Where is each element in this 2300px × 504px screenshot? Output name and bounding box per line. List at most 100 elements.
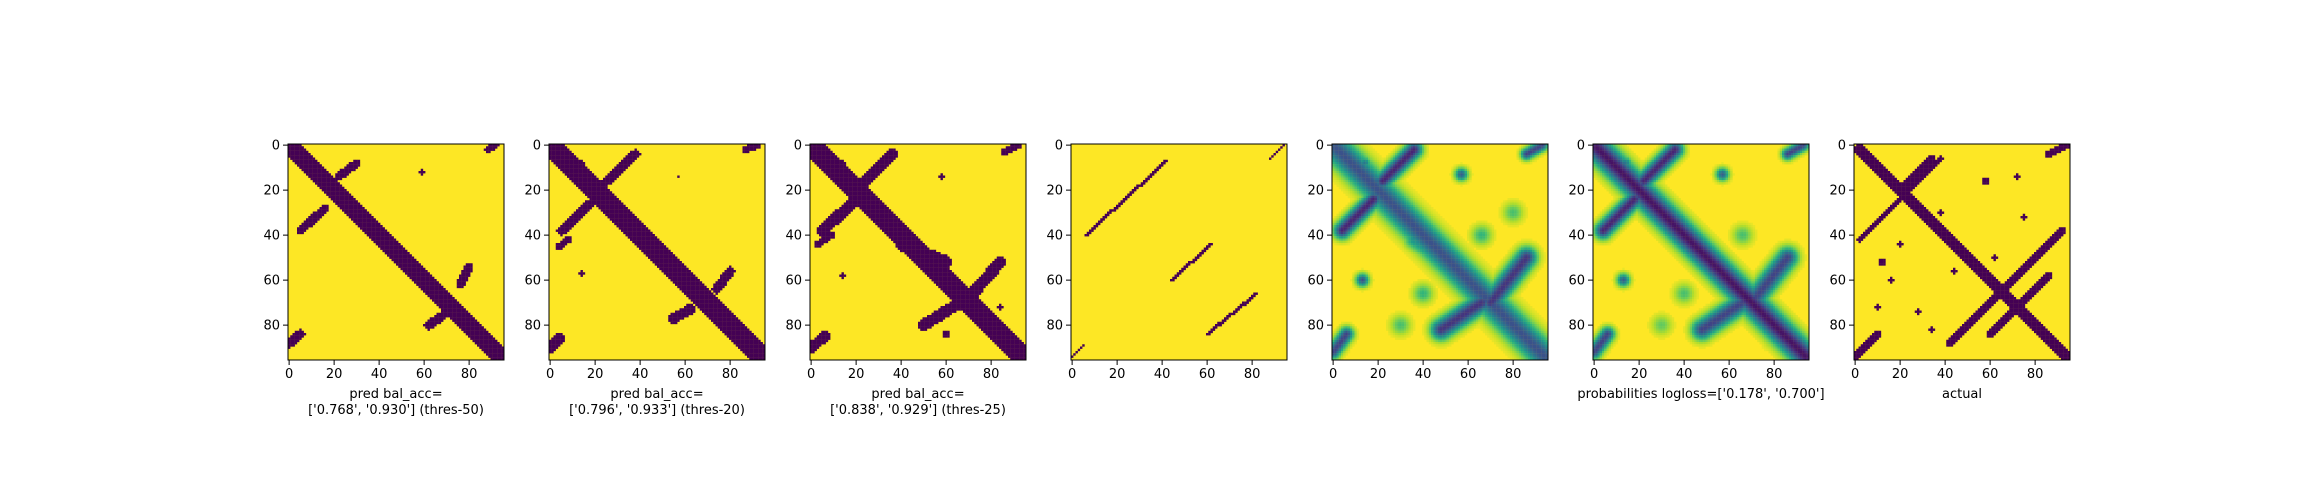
heatmap-cell bbox=[875, 176, 877, 178]
heatmap-cell bbox=[873, 205, 875, 207]
heatmap-cell bbox=[929, 275, 931, 277]
heatmap-cell bbox=[475, 340, 477, 342]
heatmap-cell bbox=[873, 216, 875, 218]
heatmap-cell bbox=[830, 158, 832, 160]
heatmap-cell bbox=[718, 320, 720, 322]
heatmap-cell bbox=[970, 299, 972, 301]
heatmap-cell bbox=[632, 151, 634, 153]
heatmap-cell bbox=[1161, 164, 1163, 166]
heatmap-cell bbox=[324, 207, 326, 209]
heatmap-cell bbox=[745, 342, 747, 344]
heatmap-cell bbox=[1008, 146, 1010, 148]
heatmap-cell bbox=[668, 268, 670, 270]
heatmap-cell bbox=[610, 180, 612, 182]
heatmap-cell bbox=[558, 149, 560, 151]
heatmap-cell bbox=[324, 191, 326, 193]
heatmap-cell bbox=[970, 308, 972, 310]
heatmap-cell bbox=[662, 263, 664, 265]
heatmap-cell bbox=[434, 317, 436, 319]
heatmap-cell bbox=[439, 320, 441, 322]
heatmap-cell bbox=[833, 214, 835, 216]
heatmap-cell bbox=[846, 180, 848, 182]
heatmap-cell bbox=[920, 248, 922, 250]
heatmap-cell bbox=[293, 153, 295, 155]
heatmap-cell bbox=[621, 216, 623, 218]
heatmap-cell bbox=[396, 245, 398, 247]
heatmap-cell bbox=[727, 275, 729, 277]
heatmap-cell bbox=[500, 344, 502, 346]
heatmap-cell bbox=[554, 338, 556, 340]
heatmap-cell bbox=[623, 232, 625, 234]
heatmap-cell bbox=[848, 185, 850, 187]
heatmap-cell bbox=[315, 160, 317, 162]
heatmap-cell bbox=[464, 266, 466, 268]
heatmap-cell bbox=[630, 216, 632, 218]
heatmap-cell bbox=[704, 286, 706, 288]
heatmap-cell bbox=[698, 281, 700, 283]
heatmap-cell bbox=[1226, 315, 1228, 317]
heatmap-cell bbox=[981, 275, 983, 277]
heatmap-cell bbox=[857, 185, 859, 187]
heatmap-cell bbox=[437, 320, 439, 322]
heatmap-cell bbox=[407, 268, 409, 270]
heatmap-cell bbox=[738, 342, 740, 344]
heatmap-cell bbox=[999, 322, 1001, 324]
heatmap-cell bbox=[338, 171, 340, 173]
heatmap-cell bbox=[686, 286, 688, 288]
heatmap-cell bbox=[995, 320, 997, 322]
heatmap-cell bbox=[911, 259, 913, 261]
heatmap-cell bbox=[923, 248, 925, 250]
heatmap-cell bbox=[851, 173, 853, 175]
y-tick-label: 60 bbox=[1046, 274, 1063, 289]
heatmap-cell bbox=[826, 149, 828, 151]
heatmap-cell bbox=[410, 270, 412, 272]
heatmap-cell bbox=[846, 203, 848, 205]
heatmap-cell bbox=[898, 227, 900, 229]
heatmap-cell bbox=[725, 331, 727, 333]
heatmap-cell bbox=[743, 338, 745, 340]
heatmap-cell bbox=[743, 151, 745, 153]
heatmap-cell bbox=[844, 187, 846, 189]
heatmap-cell bbox=[952, 286, 954, 288]
heatmap-cell bbox=[1010, 149, 1012, 151]
heatmap-cell bbox=[466, 324, 468, 326]
heatmap-cell bbox=[302, 164, 304, 166]
heatmap-cell bbox=[608, 214, 610, 216]
heatmap-cell bbox=[880, 164, 882, 166]
heatmap-cell bbox=[923, 254, 925, 256]
heatmap-cell bbox=[441, 293, 443, 295]
heatmap-cell bbox=[983, 311, 985, 313]
heatmap-cell bbox=[941, 178, 943, 180]
heatmap-cell bbox=[950, 277, 952, 279]
heatmap-cell bbox=[358, 207, 360, 209]
heatmap-cell bbox=[997, 263, 999, 265]
heatmap-cell bbox=[655, 261, 657, 263]
heatmap-cell bbox=[601, 180, 603, 182]
heatmap-cell bbox=[1004, 153, 1006, 155]
heatmap-cell bbox=[657, 243, 659, 245]
heatmap-cell bbox=[713, 295, 715, 297]
heatmap-cell bbox=[605, 182, 607, 184]
heatmap-cell bbox=[484, 340, 486, 342]
heatmap-cell bbox=[986, 317, 988, 319]
heatmap-cell bbox=[626, 164, 628, 166]
x-tick-label: 0 bbox=[807, 367, 815, 382]
heatmap-cell bbox=[936, 311, 938, 313]
heatmap-cell bbox=[457, 320, 459, 322]
heatmap-cell bbox=[407, 254, 409, 256]
heatmap-cell bbox=[995, 275, 997, 277]
heatmap-cell bbox=[441, 313, 443, 315]
heatmap-cell bbox=[646, 250, 648, 252]
heatmap-cell bbox=[432, 322, 434, 324]
heatmap-cell bbox=[686, 304, 688, 306]
heatmap-cell bbox=[916, 259, 918, 261]
heatmap-cell bbox=[691, 293, 693, 295]
heatmap-cell bbox=[425, 277, 427, 279]
heatmap-cell bbox=[1172, 279, 1174, 281]
heatmap-cell bbox=[353, 198, 355, 200]
heatmap-cell bbox=[592, 187, 594, 189]
heatmap-cell bbox=[383, 234, 385, 236]
heatmap-cell bbox=[601, 203, 603, 205]
heatmap-cell bbox=[335, 187, 337, 189]
heatmap-cell bbox=[594, 196, 596, 198]
